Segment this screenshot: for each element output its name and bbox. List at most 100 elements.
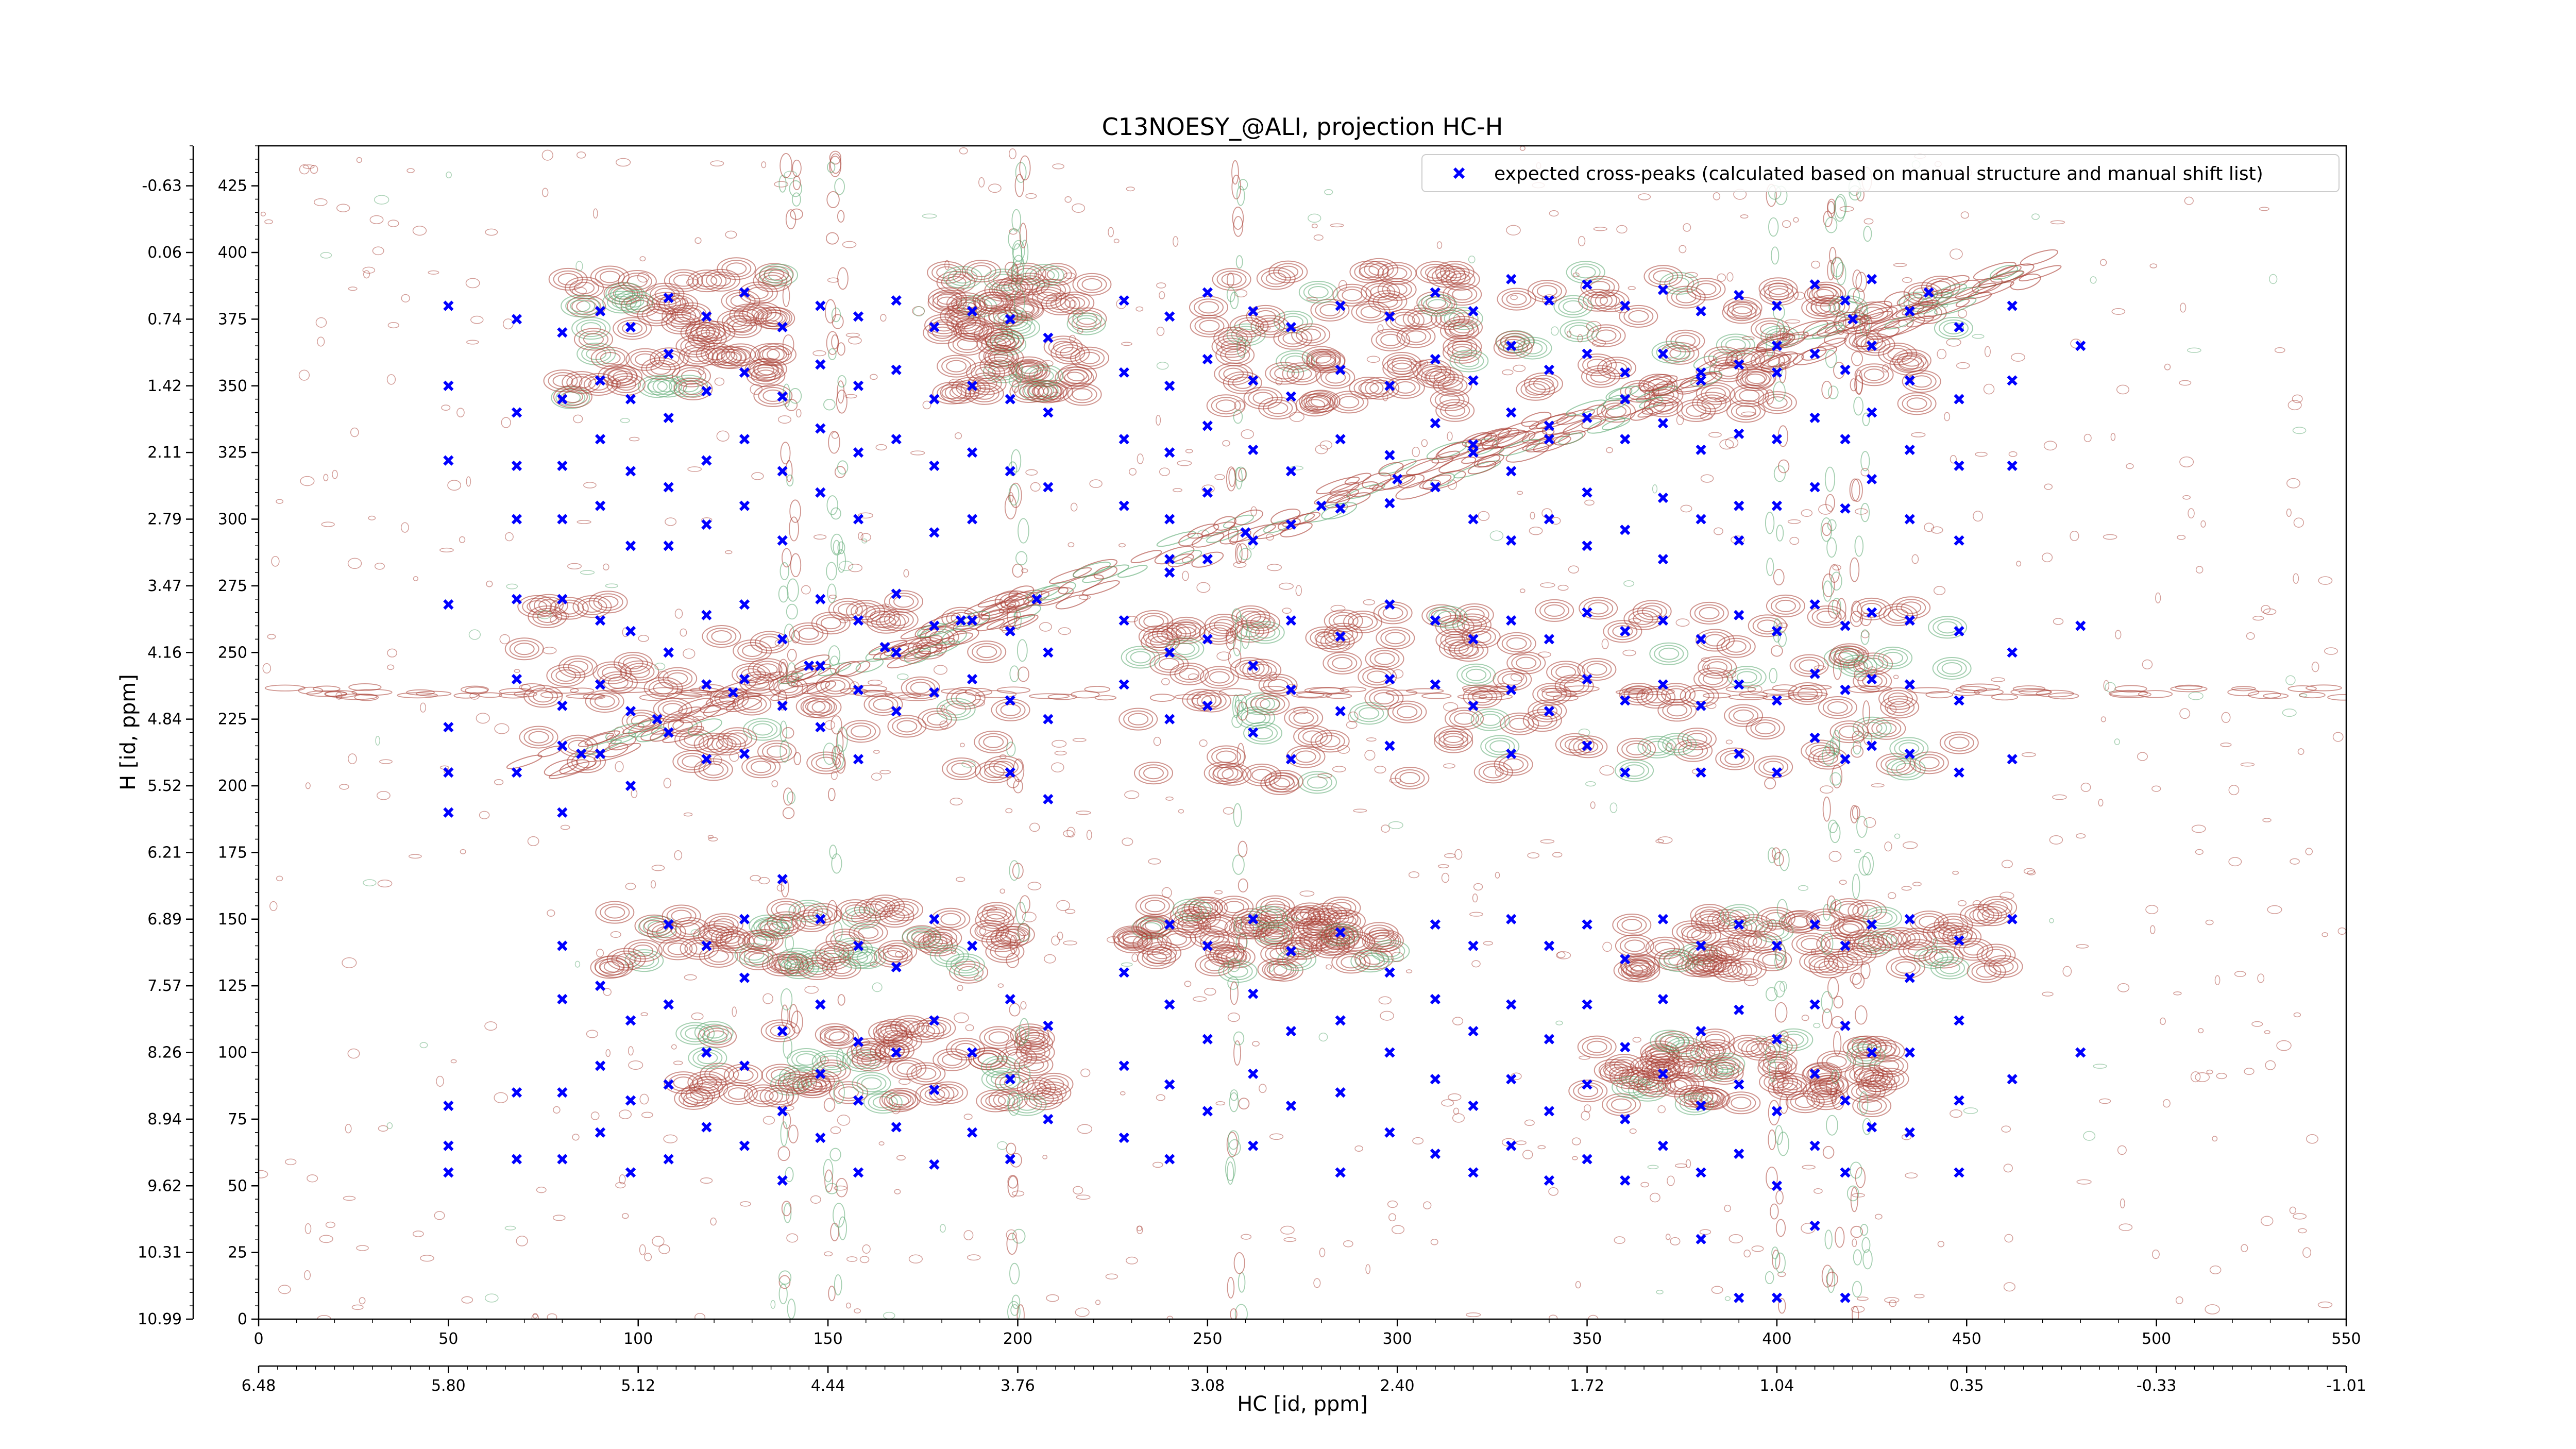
cross-peak-point [595,306,606,316]
cross-peak-point [1582,1079,1592,1090]
cross-peak-point [1118,1060,1129,1071]
cross-peak-point [1582,412,1592,423]
cross-peak-point [815,914,826,924]
cross-peak-point [557,1154,568,1165]
cross-peak-point [1468,447,1479,458]
cross-peak-point [1544,434,1554,445]
cross-peak-point [1544,634,1554,645]
cross-peak-point [625,1167,636,1178]
cross-peak-point [1734,919,1744,930]
cross-peak-point [891,295,902,306]
cross-peak-point [815,487,826,498]
cross-peak-point [1582,1154,1592,1165]
cross-peak-point [557,700,568,711]
y-tick-label: 400 [218,244,247,262]
cross-peak-point [853,1036,864,1047]
cross-peak-point [1904,1127,1915,1138]
cross-peak-point [1506,684,1517,695]
cross-peak-point [1544,1106,1554,1117]
cross-peak-point [1696,1234,1706,1244]
cross-peak-point [1904,972,1915,983]
cross-peak-point [1285,1100,1297,1111]
cross-peak-point [815,722,826,733]
cross-peak-point [1118,434,1129,445]
cross-peak-point [929,1159,940,1170]
cross-peak-point [1202,420,1213,431]
cross-peak-point [1771,500,1783,511]
legend: expected cross-peaks (calculated based o… [1421,154,2340,192]
cross-peak-point [595,679,606,690]
y-tick-label: 25 [228,1244,247,1262]
cross-peak-point [1248,375,1259,386]
cross-peak-point [929,527,940,538]
cross-peak-point [1620,1175,1631,1186]
cross-peak-point [1657,492,1669,503]
cross-peak-point [1430,482,1440,493]
cross-peak-point [1384,498,1395,509]
cross-peak-point [1840,1020,1851,1031]
cross-peak-point [1582,541,1592,551]
cross-peak-point [1043,407,1054,418]
cross-peak-point [1771,1181,1783,1191]
cross-peak-point [1430,353,1440,365]
x-tick-label: 100 [623,1330,653,1348]
cross-peak-point [557,394,568,405]
x-ppm-tick-label: 1.72 [1570,1377,1604,1395]
cross-peak-point [891,1047,902,1058]
cross-peak-point [929,1015,940,1026]
cross-peak-point [891,647,902,658]
y-tick-label: 175 [218,844,247,862]
cross-peak-point [891,364,902,375]
cross-peak-point [739,914,750,924]
cross-peak-point [1696,514,1706,525]
cross-peak-point [739,367,750,378]
cross-peak-point [557,940,568,951]
cross-peak-point [701,1047,712,1058]
cross-peak-point [1118,367,1129,378]
cross-peak-point [1771,341,1783,351]
cross-peak-point [1468,375,1479,386]
cross-peak-point [1771,1106,1783,1117]
cross-peak-point [1285,615,1297,626]
cross-peak-point [1005,695,1015,706]
cross-peak-point [777,391,788,402]
cross-peak-point [663,412,674,423]
cross-peak-point [1468,514,1479,525]
x-axis: 0 50 100 150 200 250 300 350 400 450 500 550 [253,1319,2361,1348]
cross-peak-point [929,394,940,405]
y-tick-label: 200 [218,777,247,795]
cross-peak-point [1657,679,1669,690]
cross-peak-point [663,1079,674,1090]
cross-peak-point [1164,554,1175,565]
cross-peak-point [625,466,636,477]
cross-peak-point [1734,679,1744,690]
cross-peak-point [1809,1068,1820,1080]
cross-peak-point [1840,364,1851,375]
cross-peak-point [1771,626,1783,636]
cross-peak-point [443,455,454,466]
cross-peak-point [1696,367,1706,378]
cross-peak-point [853,754,864,765]
cross-peak-point [853,447,864,458]
cross-peak-point [1840,295,1851,306]
cross-peak-point [1954,767,1964,778]
x-axis-ppm: 6.48 5.80 5.12 4.44 3.76 3.08 2.40 1.72 1.04 0.35… [242,1365,2366,1395]
cross-peak-point [1164,1154,1175,1165]
cross-peak-point [777,700,788,711]
y-tick-label: 325 [218,444,247,462]
x-ppm-tick-label: 5.80 [431,1377,466,1395]
cross-peak-point [1164,1079,1175,1090]
cross-peak-point [1582,348,1592,359]
y-ppm-tick-label: 2.11 [147,444,182,462]
cross-peak-point [1734,1149,1744,1159]
x-tick-label: 200 [1003,1330,1032,1348]
cross-peak-point [1384,673,1395,685]
cross-peak-point [1809,1220,1820,1231]
cross-peak-point [1696,767,1706,778]
cross-peak-point [1771,695,1783,706]
cross-peak-point [1506,914,1517,924]
cross-peak-point [1866,607,1877,618]
cross-peak-point [967,673,978,685]
cross-peak-point [1384,599,1395,610]
cross-peak-point [1164,999,1175,1010]
